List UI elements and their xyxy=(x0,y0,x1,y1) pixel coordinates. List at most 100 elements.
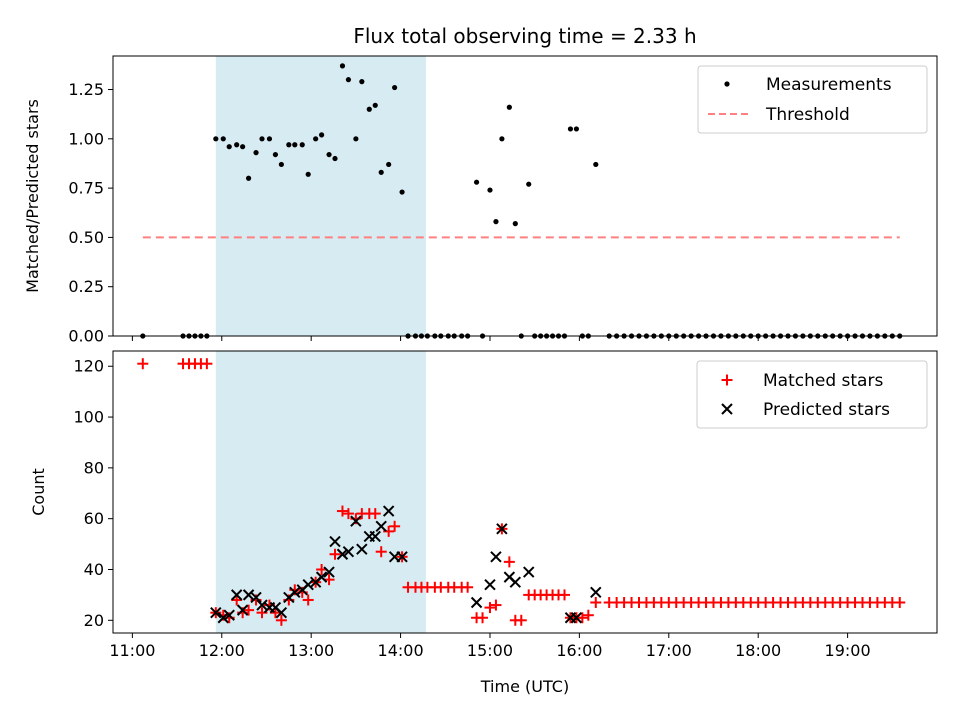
top-y-tick-label-0: 0.00 xyxy=(68,327,104,346)
top-panel: 0.00 0.25 0.50 0.75 1.00 1.25 Flux total obse… xyxy=(23,24,938,346)
matched-star-point-64 xyxy=(590,597,602,609)
bottom-y-tick-label-4: 100 xyxy=(73,408,104,427)
predicted-star-point-16 xyxy=(315,571,328,583)
measurement-point-33 xyxy=(392,84,398,91)
measurement-point-20 xyxy=(305,171,311,177)
predicted-star-point-7 xyxy=(256,599,268,611)
matched-star-point-5 xyxy=(201,358,213,370)
measurement-point-10 xyxy=(240,144,246,150)
predicted-star-point-21 xyxy=(350,515,362,527)
matched-star-point-31 xyxy=(375,546,387,558)
measurement-point-17 xyxy=(286,142,292,148)
predicted-star-point-20 xyxy=(342,545,355,558)
measurement-point-50 xyxy=(506,104,512,110)
measurement-point-14 xyxy=(266,136,273,142)
measurement-point-29 xyxy=(366,106,372,112)
bottom-y-tick-label-3: 80 xyxy=(84,458,104,477)
measurement-point-21 xyxy=(313,136,319,142)
measurement-point-24 xyxy=(332,155,338,162)
matched-star-point-62 xyxy=(576,612,588,624)
measurement-point-25 xyxy=(339,63,346,69)
predicted-star-point-18 xyxy=(329,535,341,548)
measurement-point-64 xyxy=(593,161,599,168)
measurement-point-26 xyxy=(345,77,352,83)
measurement-point-48 xyxy=(493,219,499,225)
measurement-point-18 xyxy=(292,142,298,148)
matched-star-point-50 xyxy=(503,556,515,568)
bottom-x-tick-label-8: 19:00 xyxy=(825,641,871,660)
measurement-point-30 xyxy=(372,102,378,108)
top-y-tick-label-4: 1.00 xyxy=(68,129,104,148)
legend-predicted-label: Predicted stars xyxy=(763,400,890,420)
predicted-star-point-14 xyxy=(302,579,314,591)
matched-star-point-16 xyxy=(275,614,287,626)
predicted-star-point-22 xyxy=(356,543,368,555)
matched-star-point-59 xyxy=(558,589,570,601)
top-y-tick-label-2: 0.50 xyxy=(68,228,104,247)
predicted-star-point-31 xyxy=(490,551,502,563)
legend-cross-glyph xyxy=(721,403,733,415)
measurement-point-61 xyxy=(573,126,580,132)
matched-star-point-33 xyxy=(389,520,401,532)
bottom-x-tick-label-3: 14:00 xyxy=(378,641,424,660)
predicted-stars-series xyxy=(210,505,602,624)
top-y-tick-label-3: 0.75 xyxy=(68,179,104,198)
measurement-point-32 xyxy=(386,161,392,168)
predicted-star-point-0 xyxy=(210,606,222,619)
matched-star-point-48 xyxy=(490,599,502,611)
measurement-point-28 xyxy=(359,79,365,85)
bottom-x-axis-label: Time (UTC) xyxy=(480,677,569,696)
predicted-star-point-24 xyxy=(369,530,381,543)
predicted-star-point-29 xyxy=(470,596,483,609)
measurement-point-6 xyxy=(213,136,219,142)
bottom-x-tick-label-6: 17:00 xyxy=(646,641,692,660)
bottom-x-ticks: 11:00 12:00 13:00 14:00 15:00 16:00 17:00 18:00… xyxy=(109,633,871,660)
measurement-point-51 xyxy=(512,221,518,227)
legend-matched-label: Matched stars xyxy=(763,371,883,391)
predicted-star-point-32 xyxy=(496,523,508,535)
bottom-legend-box xyxy=(696,360,928,429)
predicted-star-point-35 xyxy=(523,566,535,578)
top-y-tick-label-1: 0.25 xyxy=(68,277,104,296)
bottom-observing-span xyxy=(215,351,426,633)
matched-star-point-52 xyxy=(515,614,527,626)
legend-threshold-label: Threshold xyxy=(765,105,850,125)
chart-title: Flux total observing time = 2.33 h xyxy=(353,24,696,48)
predicted-star-point-6 xyxy=(250,591,262,604)
measurement-point-49 xyxy=(499,136,505,142)
matched-star-point-46 xyxy=(477,612,489,624)
bottom-axes-frame xyxy=(112,350,938,634)
matched-star-point-20 xyxy=(302,594,314,606)
top-axes-frame xyxy=(112,55,938,337)
measurement-point-7 xyxy=(220,136,226,142)
measurement-point-60 xyxy=(567,126,574,132)
top-y-ticks: 0.00 0.25 0.50 0.75 1.00 1.25 xyxy=(68,80,113,346)
measurement-point-11 xyxy=(245,175,252,181)
predicted-star-point-34 xyxy=(509,576,522,588)
predicted-star-point-3 xyxy=(230,589,243,601)
bottom-x-tick-label-4: 15:00 xyxy=(467,641,513,660)
predicted-star-point-10 xyxy=(275,606,288,619)
bottom-panel: 20 40 60 80 100 120 11:00 12:00 13:00 14:00 15:00… xyxy=(29,350,938,696)
predicted-star-point-37 xyxy=(570,612,583,624)
measurement-point-12 xyxy=(253,150,259,156)
bottom-y-tick-label-0: 20 xyxy=(84,611,104,630)
legend-plus-glyph xyxy=(721,374,733,386)
predicted-star-point-28 xyxy=(396,551,408,563)
matched-star-point-0 xyxy=(137,358,149,370)
predicted-star-point-4 xyxy=(236,604,249,616)
top-y-tick-label-5: 1.25 xyxy=(68,80,104,99)
predicted-star-point-17 xyxy=(323,566,335,578)
legend-measurements-marker xyxy=(724,81,730,87)
matched-star-point-26 xyxy=(342,508,354,520)
measurement-point-23 xyxy=(326,151,332,158)
matched-star-point-25 xyxy=(336,505,348,517)
measurement-point-22 xyxy=(319,132,325,138)
bottom-y-axis-label: Count xyxy=(29,468,48,516)
predicted-star-point-25 xyxy=(375,520,387,533)
measurement-point-53 xyxy=(526,181,532,187)
predicted-star-point-26 xyxy=(382,505,395,517)
predicted-star-point-5 xyxy=(242,589,255,601)
bottom-x-tick-label-1: 12:00 xyxy=(199,641,245,660)
measurement-point-9 xyxy=(234,142,240,148)
